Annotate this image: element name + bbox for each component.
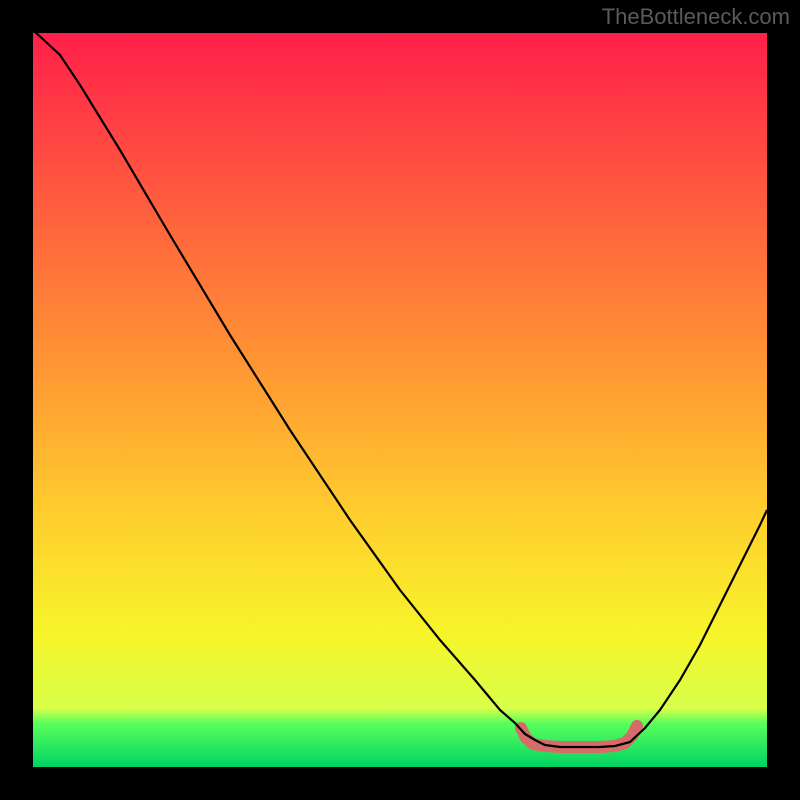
attribution-text: TheBottleneck.com — [602, 4, 790, 30]
chart-plot-area — [33, 33, 767, 767]
